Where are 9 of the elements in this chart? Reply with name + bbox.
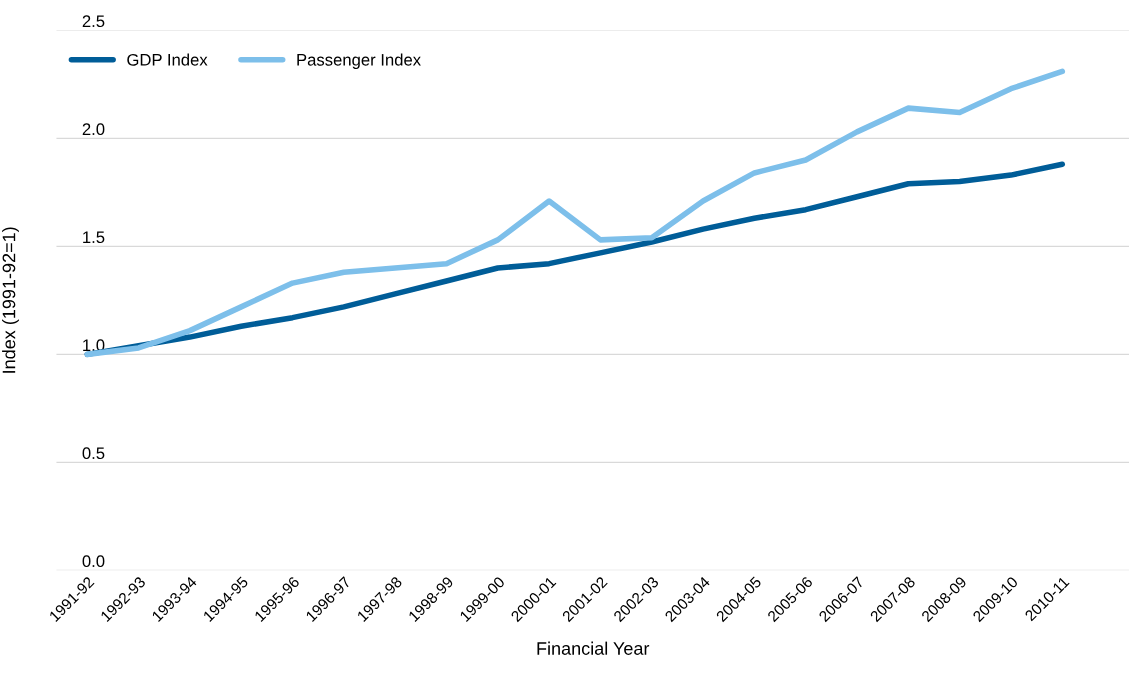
y-tick-label: 1.5	[83, 231, 105, 244]
legend-label: Passenger Index	[297, 53, 421, 70]
x-axis-title: Financial Year	[537, 641, 650, 655]
y-tick-label: 2.0	[82, 123, 105, 136]
legend-label: GDP Index	[127, 53, 208, 66]
y-tick-label: 0.5	[82, 447, 105, 460]
y-tick-label: 2.5	[82, 15, 105, 28]
y-tick-label: 0.0	[82, 555, 105, 568]
y-axis-title: Index (1991-92=1)	[2, 227, 19, 373]
